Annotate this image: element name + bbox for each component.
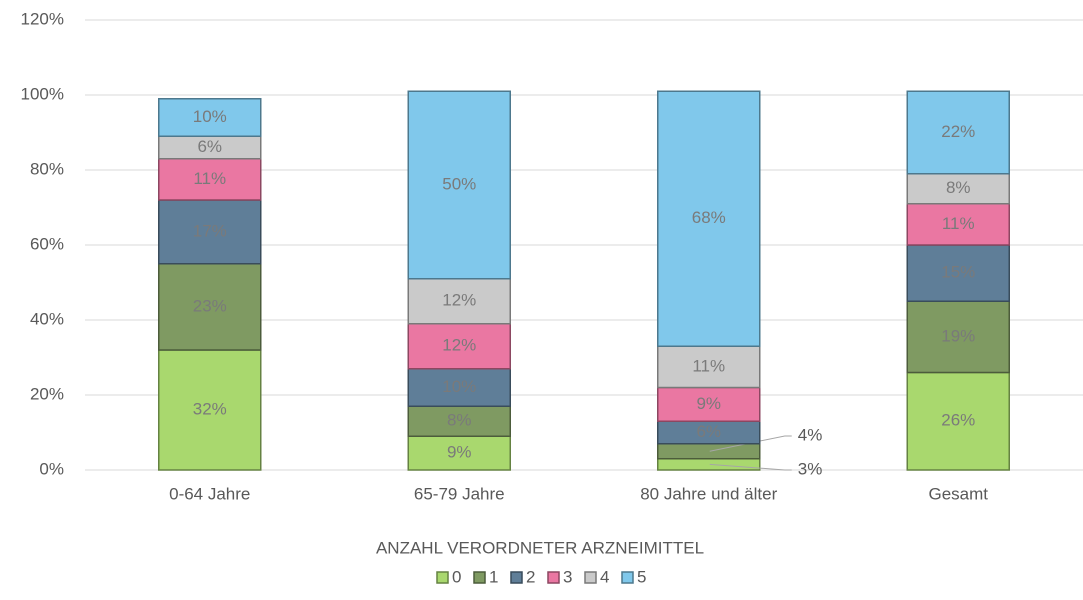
y-tick-label: 0% — [39, 459, 64, 478]
bar-segment — [906, 244, 1010, 302]
bar-segment — [906, 90, 1010, 175]
data-label: 8% — [447, 411, 472, 430]
bar-segment — [407, 323, 511, 370]
legend-label: 1 — [489, 567, 498, 586]
legend-label: 5 — [637, 567, 646, 586]
x-tick-label: 80 Jahre und älter — [640, 484, 777, 503]
bar-segment — [407, 368, 511, 407]
data-label: 19% — [941, 326, 975, 345]
bar-segment — [906, 173, 1010, 205]
x-tick-label: Gesamt — [928, 484, 988, 503]
x-tick-label: 0-64 Jahre — [169, 484, 250, 503]
legend-label: 2 — [526, 567, 535, 586]
data-label: 15% — [941, 263, 975, 282]
legend-swatch — [621, 571, 634, 584]
data-label: 10% — [442, 377, 476, 396]
legend-swatch — [510, 571, 523, 584]
bar-segment — [657, 443, 761, 460]
y-tick-label: 40% — [30, 309, 64, 328]
data-label: 11% — [193, 169, 226, 188]
bar-segment — [158, 199, 262, 265]
data-label: 6% — [696, 422, 721, 441]
bar-segment — [407, 278, 511, 325]
data-label: 22% — [941, 122, 975, 141]
legend-swatch — [473, 571, 486, 584]
data-label: 10% — [193, 107, 227, 126]
x-tick-label: 65-79 Jahre — [414, 484, 505, 503]
y-tick-label: 120% — [21, 9, 64, 28]
x-axis-label: ANZAHL VERORDNETER ARZNEIMITTEL — [376, 538, 704, 557]
data-label: 9% — [696, 394, 721, 413]
data-label: 9% — [447, 443, 472, 462]
bar-segment — [906, 371, 1010, 471]
data-label: 11% — [692, 356, 725, 375]
data-label: 4% — [798, 425, 823, 444]
y-tick-label: 20% — [30, 384, 64, 403]
bar-segment — [407, 405, 511, 437]
data-label: 12% — [442, 336, 476, 355]
leader-line — [709, 435, 792, 452]
data-label: 68% — [692, 208, 726, 227]
data-label: 50% — [442, 174, 476, 193]
y-tick-label: 80% — [30, 159, 64, 178]
legend-swatch — [547, 571, 560, 584]
y-tick-label: 100% — [21, 84, 64, 103]
data-label: 11% — [942, 214, 975, 233]
leader-line — [709, 463, 792, 471]
bar-segment — [407, 90, 511, 280]
legend-label: 3 — [563, 567, 572, 586]
bar-segment — [158, 263, 262, 351]
data-label: 23% — [193, 296, 227, 315]
legend-swatch — [584, 571, 597, 584]
data-label: 17% — [193, 221, 227, 240]
data-label: 3% — [798, 459, 823, 478]
bar-segment — [657, 90, 761, 347]
bar-segment — [158, 98, 262, 137]
y-tick-label: 60% — [30, 234, 64, 253]
bar-segment — [906, 203, 1010, 246]
legend-label: 0 — [452, 567, 461, 586]
data-label: 6% — [197, 137, 222, 156]
data-label: 32% — [193, 399, 227, 418]
bar-segment — [657, 386, 761, 422]
data-label: 8% — [946, 178, 971, 197]
bar-segment — [407, 435, 511, 471]
bar-segment — [158, 158, 262, 201]
legend-label: 4 — [600, 567, 609, 586]
data-label: 26% — [941, 411, 975, 430]
data-label: 12% — [442, 291, 476, 310]
legend-swatch — [436, 571, 449, 584]
bar-segment — [158, 349, 262, 471]
bar-segment — [657, 345, 761, 389]
bar-segment — [906, 300, 1010, 374]
bar-segment — [657, 458, 761, 471]
